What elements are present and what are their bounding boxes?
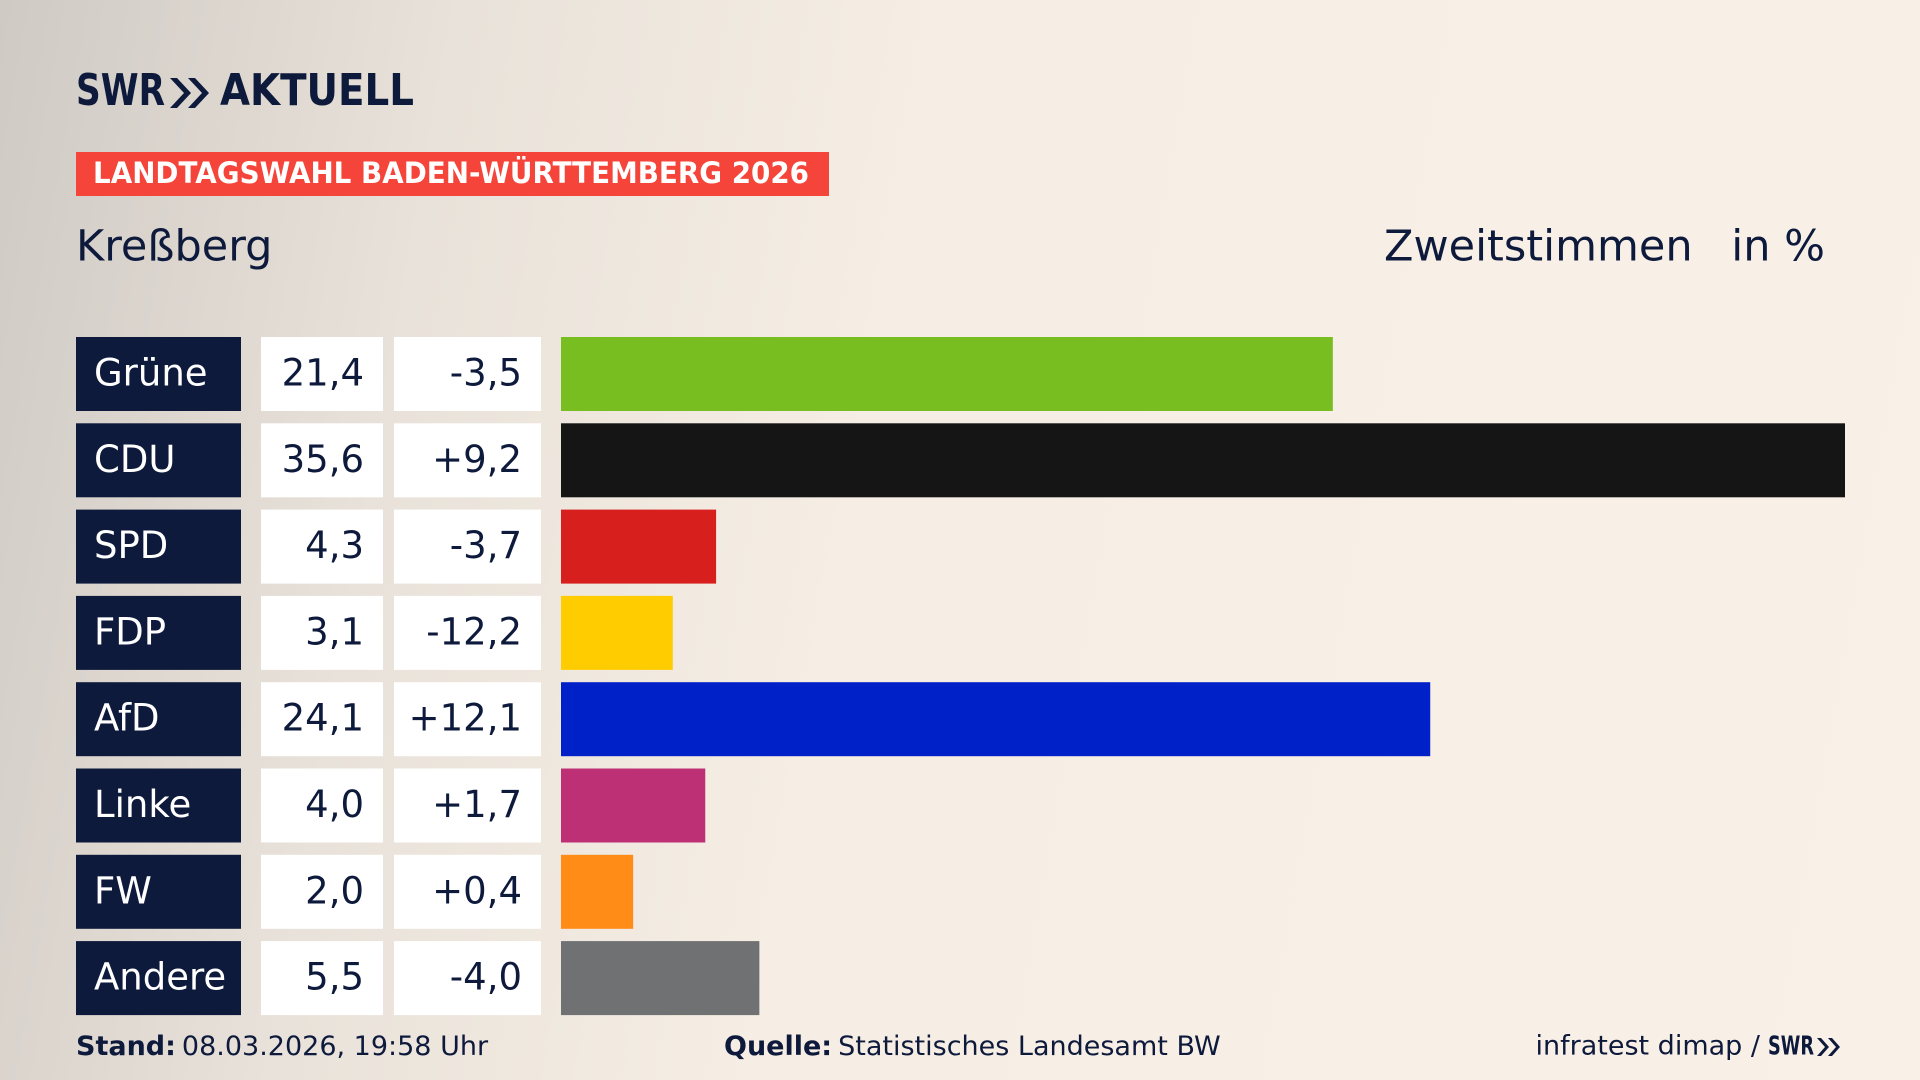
change-box	[394, 509, 541, 584]
change-box	[394, 595, 541, 670]
brand-sub: AKTUELL	[220, 65, 414, 116]
banner-bg	[76, 152, 829, 196]
bar	[561, 337, 1333, 411]
credit: infratest dimap /	[1535, 1031, 1760, 1062]
value-box	[261, 509, 383, 584]
party-box	[76, 337, 241, 411]
change-label: -4,0	[450, 956, 522, 999]
banner: LANDTAGSWAHL BADEN-WÜRTTEMBERG 2026	[93, 156, 809, 190]
party-box	[76, 509, 241, 584]
footer-source: Quelle: Statistisches Landesamt BW	[724, 1031, 1221, 1062]
chart-subtitle: Zweitstimmen	[1384, 222, 1693, 272]
change-label: -3,5	[450, 352, 522, 395]
bar	[561, 423, 1845, 498]
change-label: +1,7	[432, 783, 522, 826]
chart-title: Kreßberg	[76, 222, 272, 272]
footer-stand: Stand: 08.03.2026, 19:58 Uhr	[76, 1031, 489, 1062]
value-label: 24,1	[282, 697, 364, 740]
change-box	[394, 682, 541, 757]
value-label: 21,4	[282, 352, 364, 395]
change-box	[394, 423, 541, 498]
party-name: FDP	[94, 610, 166, 653]
value-label: 2,0	[305, 869, 364, 912]
party-name: AfD	[94, 697, 160, 740]
credit-chevrons	[1817, 1038, 1840, 1056]
stand: 08.03.2026, 19:58 Uhr	[182, 1031, 489, 1062]
party-box	[76, 595, 241, 670]
value-box	[261, 595, 383, 670]
logo: SWR AKTUELL	[76, 65, 414, 116]
bar	[561, 509, 717, 584]
value-label: 35,6	[282, 438, 364, 481]
change-box	[394, 768, 541, 843]
change-label: -12,2	[426, 610, 522, 653]
unit: in %	[1731, 222, 1825, 272]
change-label: +12,1	[409, 697, 522, 740]
value-label: 5,5	[305, 956, 364, 999]
party-name: Grüne	[94, 352, 208, 395]
value-label: 4,3	[305, 524, 364, 567]
bar	[561, 768, 706, 843]
value-box	[261, 682, 383, 757]
value-box	[261, 768, 383, 843]
party-box	[76, 768, 241, 843]
value-box	[261, 337, 383, 411]
credit-brand: SWR	[1768, 1032, 1814, 1062]
brand: SWR	[76, 65, 165, 116]
value-label: 3,1	[305, 610, 364, 653]
party-name: Andere	[94, 956, 226, 999]
bar	[561, 854, 634, 929]
value-label: 4,0	[305, 783, 364, 826]
stand-label: Stand:	[76, 1031, 176, 1062]
bar	[561, 941, 760, 1016]
brand-chevrons	[170, 78, 209, 108]
party-name: Linke	[94, 783, 191, 826]
change-box	[394, 854, 541, 929]
change-label: +9,2	[432, 438, 522, 481]
change-label: -3,7	[450, 524, 522, 567]
source: Statistisches Landesamt BW	[838, 1031, 1221, 1062]
party-box	[76, 682, 241, 757]
party-box	[76, 854, 241, 929]
change-label: +0,4	[432, 869, 522, 912]
bar	[561, 682, 1431, 757]
rows: Grüne 21,4 -3,5 CDU 35,6 +9,2 SPD 4,3 -3,7 FDP 3,1…	[76, 337, 1845, 1016]
party-box	[76, 423, 241, 498]
bar	[561, 595, 673, 670]
change-box	[394, 337, 541, 411]
change-box	[394, 941, 541, 1016]
party-name: SPD	[94, 524, 168, 567]
value-box	[261, 423, 383, 498]
source-label: Quelle:	[724, 1031, 832, 1062]
party-name: FW	[94, 869, 152, 912]
value-box	[261, 854, 383, 929]
party-box	[76, 941, 241, 1016]
party-name: CDU	[94, 438, 175, 481]
value-box	[261, 941, 383, 1016]
